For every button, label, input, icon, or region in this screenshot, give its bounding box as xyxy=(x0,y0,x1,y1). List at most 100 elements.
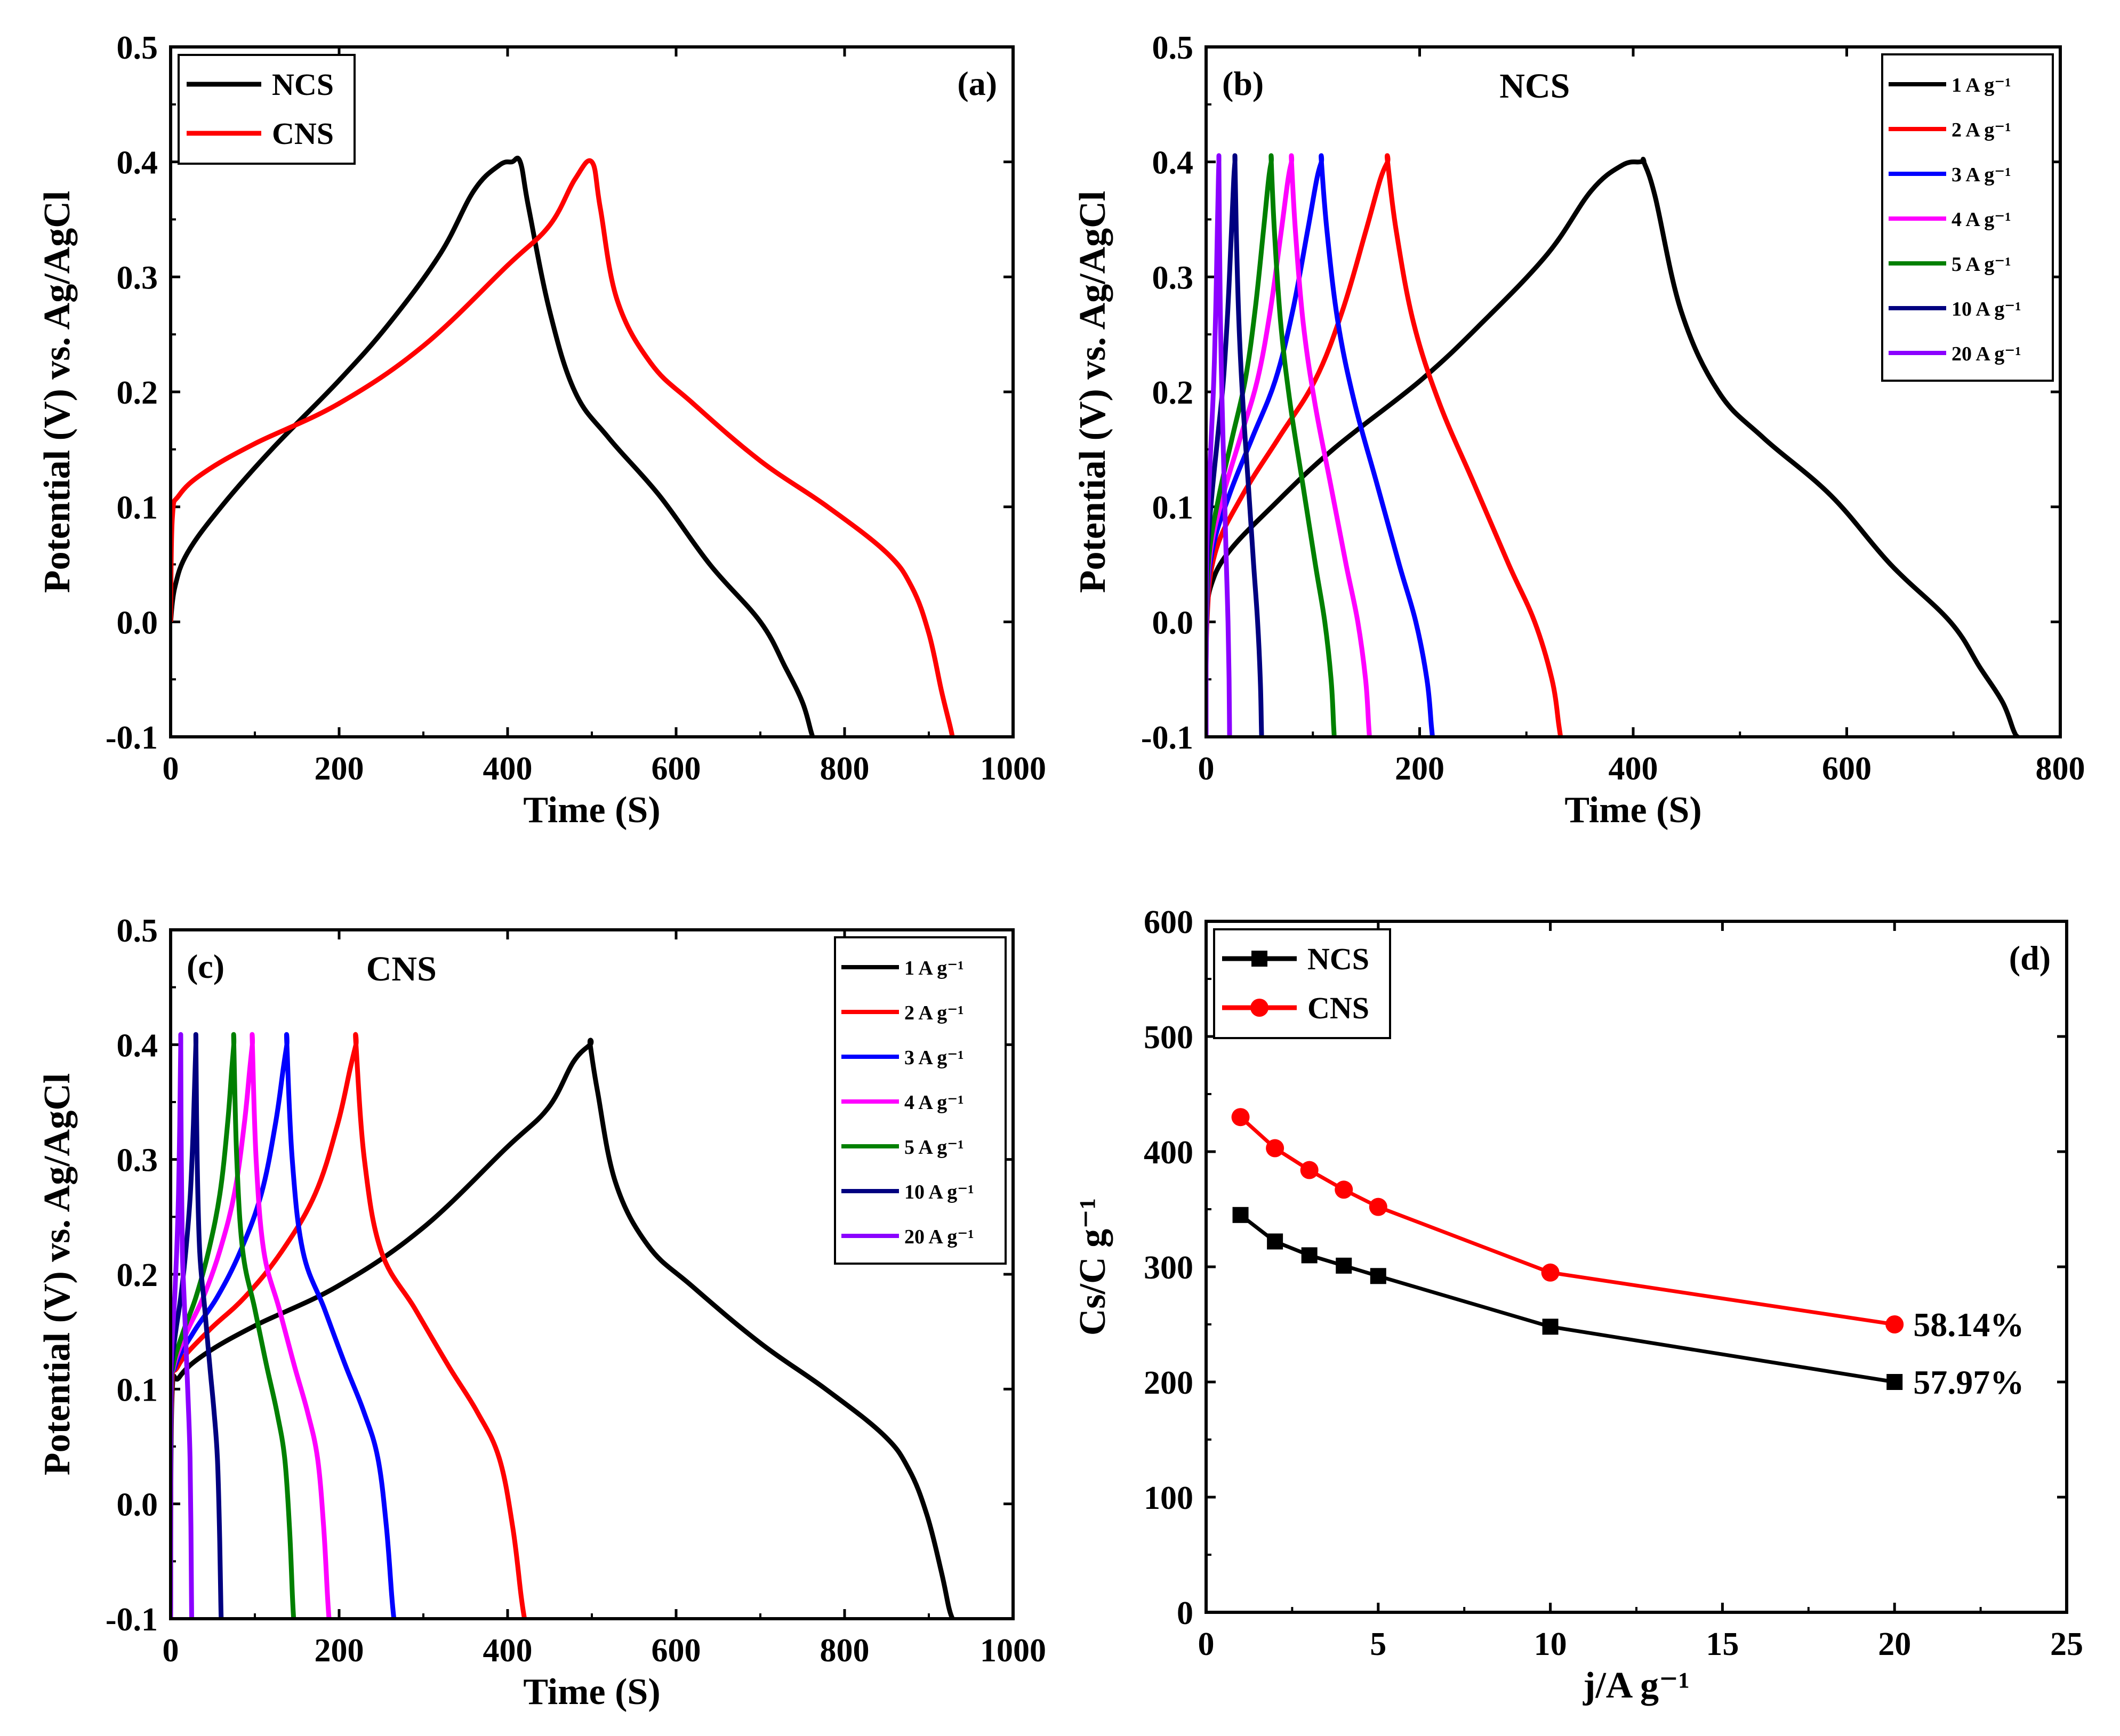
series-curve-1 xyxy=(1206,153,1563,737)
panel-label: (a) xyxy=(957,65,997,102)
x-tick-label: 600 xyxy=(1822,751,1872,787)
x-tick-label: 25 xyxy=(2050,1626,2083,1662)
inline-title: CNS xyxy=(366,950,437,988)
legend-label: CNS xyxy=(272,116,334,151)
legend-label: 3 A g⁻¹ xyxy=(1952,164,2011,186)
y-tick-label: 0.1 xyxy=(117,490,158,526)
x-axis-title: j/A g⁻¹ xyxy=(1583,1665,1690,1706)
series-curve-1 xyxy=(171,158,955,737)
y-tick-label: -0.1 xyxy=(106,1602,158,1638)
x-tick-label: 5 xyxy=(1370,1626,1386,1662)
x-tick-label: 600 xyxy=(652,751,701,787)
x-tick-label: 200 xyxy=(315,1633,364,1669)
y-tick-label: 0.4 xyxy=(1152,145,1194,181)
x-tick-label: 200 xyxy=(1395,751,1444,787)
y-tick-label: 500 xyxy=(1144,1019,1193,1056)
plot-area xyxy=(1206,153,2020,737)
y-tick-label: 100 xyxy=(1144,1480,1193,1516)
chart-panel-1: 0 200 400 600 800 -0.1 0.0 0.1 0.2 0.3 0.4 0.5 Time … xyxy=(1072,30,2085,831)
series-curve-0 xyxy=(171,1038,955,1619)
panel-label: (b) xyxy=(1222,65,1264,102)
y-tick-label: 0.2 xyxy=(117,1257,158,1293)
inline-title: NCS xyxy=(1499,67,1570,106)
chart-panel-2: 0 200 400 600 800 1000 -0.1 0.0 0.1 0.2 0.3 0.4 0.5 T… xyxy=(37,913,1046,1713)
y-axis-title: Potential (V) vs. Ag/AgCl xyxy=(37,1073,78,1475)
x-tick-label: 400 xyxy=(483,751,533,787)
y-axis-title: Cs/C g⁻¹ xyxy=(1072,1198,1113,1336)
x-tick-label: 20 xyxy=(1878,1626,1911,1662)
chart-panel-0: 0 200 400 600 800 1000 -0.1 0.0 0.1 0.2 0.3 0.4 0.5 T… xyxy=(37,30,1046,831)
y-tick-label: 200 xyxy=(1144,1365,1193,1401)
plot-area xyxy=(1231,1108,1904,1390)
series-curve-3 xyxy=(1206,153,1372,737)
x-tick-label: 1000 xyxy=(980,751,1046,787)
y-tick-label: 0.4 xyxy=(117,1027,158,1064)
x-axis-title: Time (S) xyxy=(1564,790,1701,831)
legend-marker-1 xyxy=(1250,999,1268,1017)
y-tick-label: 0 xyxy=(1177,1595,1193,1631)
series-curve-4 xyxy=(1206,153,1337,737)
chart-panel-3: 0 5 10 15 20 25 0 100 200 300 400 500 600 j/A g⁻¹ Cs/C… xyxy=(1072,904,2083,1706)
series-curve-4 xyxy=(171,1032,296,1619)
x-axis-title: Time (S) xyxy=(523,1671,660,1713)
legend-marker-0 xyxy=(1251,951,1267,967)
y-tick-label: 600 xyxy=(1144,904,1193,941)
x-tick-label: 800 xyxy=(820,751,870,787)
legend-label: 10 A g⁻¹ xyxy=(1952,298,2021,320)
legend-label: 2 A g⁻¹ xyxy=(1952,119,2011,141)
y-axis-title: Potential (V) vs. Ag/AgCl xyxy=(1072,191,1113,593)
legend-label: 5 A g⁻¹ xyxy=(1952,253,2011,276)
annotation-label: 58.14% xyxy=(1913,1306,2024,1344)
x-tick-label: 800 xyxy=(2036,751,2085,787)
x-tick-label: 0 xyxy=(1198,1626,1215,1662)
data-point-0-6 xyxy=(1886,1374,1903,1390)
series-curve-6 xyxy=(1206,153,1232,737)
data-point-0-3 xyxy=(1336,1257,1352,1274)
series-line-1 xyxy=(1239,1115,1895,1327)
y-tick-label: 0.4 xyxy=(117,145,158,181)
x-tick-label: 800 xyxy=(820,1633,870,1669)
data-point-0-5 xyxy=(1542,1319,1559,1335)
y-axis-title: Potential (V) vs. Ag/AgCl xyxy=(37,191,78,593)
y-tick-label: -0.1 xyxy=(1141,720,1193,756)
legend-label: NCS xyxy=(272,67,334,102)
legend-label: 10 A g⁻¹ xyxy=(904,1181,974,1203)
y-tick-label: -0.1 xyxy=(106,720,158,756)
data-point-0-2 xyxy=(1301,1247,1318,1264)
series-line-0 xyxy=(1239,1213,1895,1384)
y-tick-label: 0.2 xyxy=(117,375,158,411)
y-tick-label: 400 xyxy=(1144,1135,1193,1171)
annotation-label: 57.97% xyxy=(1913,1363,2024,1401)
x-tick-label: 15 xyxy=(1706,1626,1739,1662)
legend-label: 1 A g⁻¹ xyxy=(1952,74,2011,97)
y-tick-label: 0.2 xyxy=(1152,375,1194,411)
legend-label: 4 A g⁻¹ xyxy=(904,1091,964,1114)
legend-label: 2 A g⁻¹ xyxy=(904,1002,964,1024)
plot-frame xyxy=(1204,920,2068,1614)
y-tick-label: 0.1 xyxy=(1152,490,1194,526)
legend-label: NCS xyxy=(1307,942,1369,976)
data-point-1-4 xyxy=(1369,1197,1387,1216)
panel-label: (d) xyxy=(2009,939,2051,977)
data-point-0-0 xyxy=(1232,1207,1249,1223)
legend-box xyxy=(1213,928,1391,1039)
y-tick-label: 0.1 xyxy=(117,1372,158,1408)
x-tick-label: 400 xyxy=(1609,751,1658,787)
legend-label: CNS xyxy=(1307,991,1369,1025)
plot-frame xyxy=(169,928,1015,1620)
series-curve-0 xyxy=(171,156,815,737)
x-tick-label: 10 xyxy=(1534,1626,1567,1662)
data-point-1-3 xyxy=(1335,1180,1353,1199)
legend-label: 4 A g⁻¹ xyxy=(1952,208,2011,231)
data-point-0-4 xyxy=(1370,1268,1386,1284)
plot-area xyxy=(171,156,955,737)
y-tick-label: 0.0 xyxy=(117,605,158,641)
series-curve-2 xyxy=(1206,153,1435,737)
y-tick-label: 0.0 xyxy=(1152,605,1194,641)
series-curve-0 xyxy=(1206,157,2020,737)
y-tick-label: 300 xyxy=(1144,1250,1193,1286)
x-axis-title: Time (S) xyxy=(523,790,660,831)
legend-label: 3 A g⁻¹ xyxy=(904,1047,964,1069)
data-point-1-6 xyxy=(1885,1315,1904,1333)
